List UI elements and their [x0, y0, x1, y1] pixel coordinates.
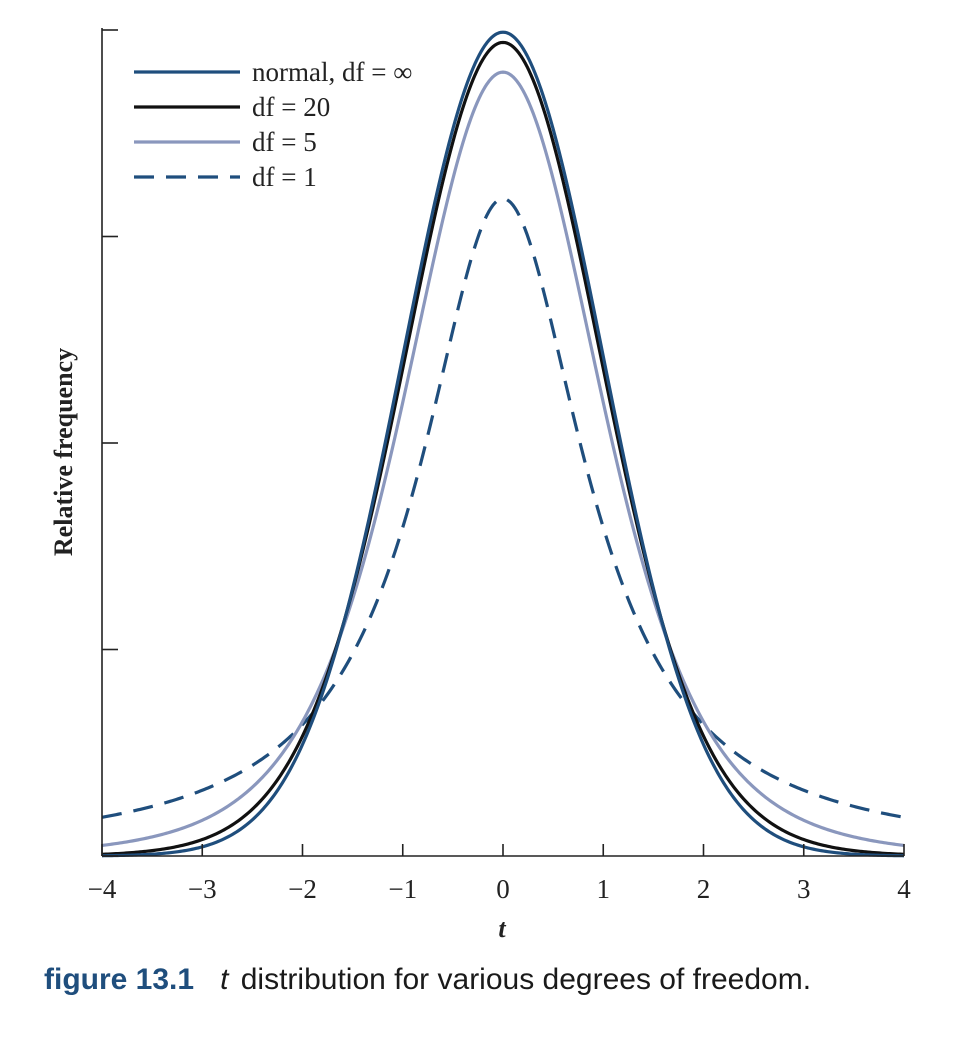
legend-label: normal, df = ∞ — [252, 57, 412, 87]
x-ticks — [101, 844, 905, 856]
x-tick-label: 4 — [897, 874, 911, 904]
y-ticks — [102, 29, 118, 857]
x-tick-label: 3 — [797, 874, 811, 904]
series-line-5 — [101, 70, 905, 848]
legend: normal, df = ∞ df = 20 df = 5 df = 1 — [134, 57, 412, 192]
x-tick-label: −4 — [88, 874, 117, 904]
figure-number: figure 13.1 — [44, 963, 195, 996]
x-tick-labels: −4 −3 −2 −1 0 1 2 3 4 — [88, 874, 912, 904]
legend-label: df = 5 — [252, 127, 317, 157]
y-axis-label: Relative frequency — [49, 348, 78, 556]
x-tick-label: −1 — [388, 874, 417, 904]
x-tick-label: 1 — [597, 874, 611, 904]
x-axis-label: t — [498, 914, 506, 943]
figure-caption: figure 13.1 t distribution for various de… — [44, 963, 811, 997]
plot-area: −4 −3 −2 −1 0 1 2 3 4 — [88, 28, 912, 904]
series-line-inf — [101, 30, 905, 858]
series-line-1 — [101, 197, 905, 819]
legend-label: df = 1 — [252, 162, 317, 192]
legend-label: df = 20 — [252, 92, 330, 122]
t-distribution-chart: −4 −3 −2 −1 0 1 2 3 4 normal, df = ∞ df = 20 df = … — [49, 28, 912, 943]
series-line-20 — [101, 40, 905, 856]
caption-text: distribution for various degrees of free… — [240, 963, 812, 996]
curves — [101, 30, 905, 858]
x-tick-label: 0 — [496, 874, 510, 904]
x-tick-label: 2 — [697, 874, 711, 904]
x-tick-label: −2 — [288, 874, 317, 904]
caption-variable: t — [220, 963, 229, 996]
x-tick-label: −3 — [188, 874, 217, 904]
